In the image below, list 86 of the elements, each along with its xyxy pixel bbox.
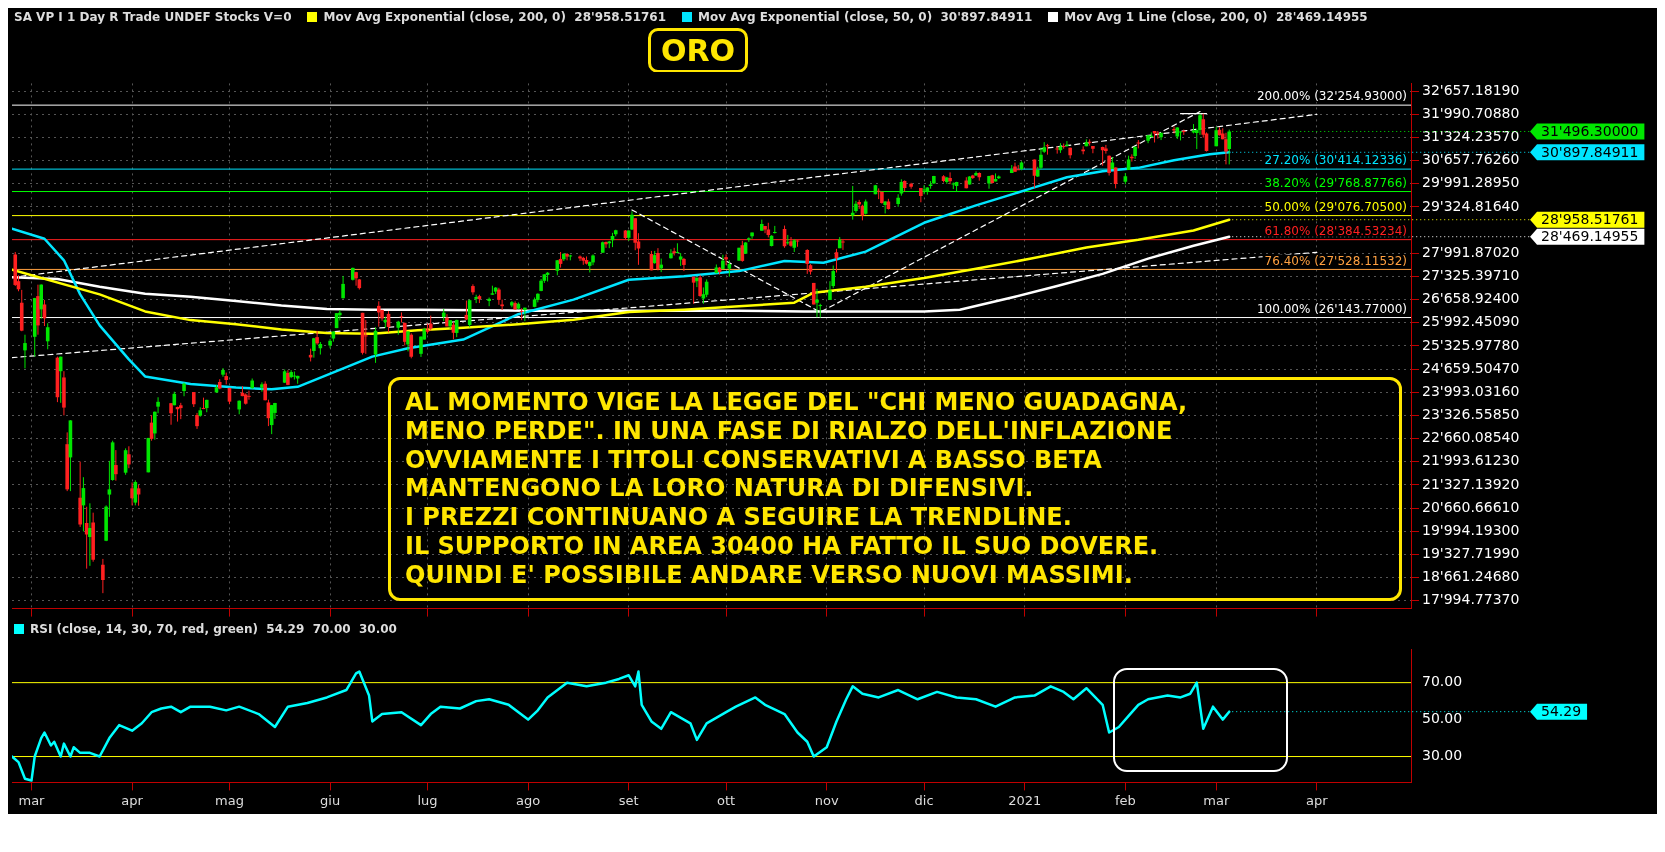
x-tick-label: nov — [814, 792, 839, 808]
candlestick — [247, 390, 251, 401]
candlestick — [471, 283, 475, 296]
x-tick-label: set — [618, 792, 639, 808]
candlestick — [831, 265, 836, 289]
annotation: 54.29 — [1541, 703, 1582, 720]
candlestick — [909, 182, 913, 190]
y-tick-label: 23'326.55850 — [1422, 406, 1520, 423]
candlestick — [23, 334, 27, 369]
candlestick — [578, 254, 582, 262]
y-tick-label: 27'325.39710 — [1422, 267, 1520, 284]
x-tick-label: mar — [18, 792, 46, 808]
candlestick — [409, 332, 414, 359]
annotation: 30'897.84911 — [1541, 143, 1639, 160]
x-tick-label: apr — [1306, 792, 1329, 808]
x-tick-label: giu — [320, 792, 341, 808]
y-tick-label: 23'993.03160 — [1422, 382, 1520, 399]
ref-line-label: 50.00% (29'076.70500) — [1264, 199, 1407, 214]
candlestick — [724, 253, 728, 266]
y-tick-label: 20'660.66610 — [1422, 498, 1520, 515]
annotation: 31'496.30000 — [1541, 123, 1639, 140]
chart-title: ORO — [648, 28, 749, 73]
y-tick-label: 21'993.61230 — [1422, 452, 1520, 469]
candlestick — [682, 257, 686, 272]
candlestick — [815, 288, 819, 318]
candlestick — [750, 232, 754, 240]
y-tick-label: 31'324.23570 — [1422, 128, 1520, 145]
x-tick-label: mar — [1203, 792, 1230, 808]
x-tick-label: feb — [1114, 792, 1136, 808]
y-tick-label: 29'991.28950 — [1422, 174, 1520, 191]
annotation: AL MOMENTO VIGE LA LEGGE DEL "CHI MENO GUADAGNA, MENO PERDE". IN UNA FASE DI RIALZO DELL'INFLAZIONE OVVIAMENTE I TITOLI CONSERVATIVI A BASSO BETA MANTENGONO LA LORO NATURA DI DIFENSIVI. I PREZZI CONTINUANO A SEGUIRE LA TRENDLINE. IL SUPPORTO IN AREA 30400 HA FATTO IL SUO DOVERE. QUINDI E' POSSIBILE ANDARE VERSO NUOVI MASSIMI. — [388, 377, 1402, 601]
candlestick — [406, 330, 410, 352]
y-tick-label: 25'325.97780 — [1422, 336, 1520, 353]
y-tick-label: 70.00 — [1422, 673, 1463, 690]
candlestick — [127, 445, 131, 469]
candlestick — [763, 225, 767, 234]
candlestick — [130, 481, 134, 506]
x-tick-label: apr — [121, 792, 144, 808]
legend-label: RSI (close, 14, 30, 70, red, green) 54.29 70.00 30.00 — [30, 622, 397, 636]
x-tick-label: ott — [717, 792, 736, 808]
y-tick-label: 21'327.13920 — [1422, 475, 1520, 492]
candlestick — [260, 381, 264, 393]
y-tick-label: 22'660.08540 — [1422, 429, 1520, 446]
y-tick-label: 19'994.19300 — [1422, 521, 1520, 538]
candlestick — [1055, 145, 1059, 155]
y-tick-label: 19'327.71990 — [1422, 545, 1520, 562]
annotation: 28'958.51761 — [1541, 211, 1639, 228]
y-tick-label: 32'657.18190 — [1422, 81, 1520, 98]
x-tick-label: lug — [417, 792, 438, 808]
y-tick-label: 24'659.50470 — [1422, 359, 1520, 376]
y-tick-label: 29'324.81640 — [1422, 197, 1520, 214]
legend-label: Mov Avg Exponential (close, 200, 0) 28'958.51761 — [323, 10, 667, 24]
y-tick-label: 50.00 — [1422, 710, 1463, 727]
candlestick — [45, 322, 50, 350]
candlestick — [114, 449, 118, 482]
y-tick-label: 25'992.45090 — [1422, 313, 1520, 330]
candlestick — [101, 558, 105, 594]
candlestick — [1039, 147, 1043, 170]
y-tick-label: 31'990.70880 — [1422, 104, 1520, 121]
x-tick-label: 2021 — [1008, 792, 1042, 808]
annotation: 28'469.14955 — [1541, 228, 1639, 245]
y-tick-label: 27'991.87020 — [1422, 243, 1520, 260]
chart-subtitle: SA VP I 1 Day R Trade UNDEF Stocks V=0 — [14, 10, 292, 24]
y-tick-label: 26'658.92400 — [1422, 290, 1520, 307]
y-tick-label: 30.00 — [1422, 747, 1463, 764]
ref-line-label: 61.80% (28'384.53234) — [1264, 223, 1407, 238]
y-tick-label: 17'994.77370 — [1422, 591, 1520, 608]
ref-line-label: 38.20% (29'768.87766) — [1264, 175, 1407, 190]
candlestick — [896, 193, 900, 208]
candlestick — [169, 402, 173, 426]
x-tick-label: ago — [516, 792, 541, 808]
x-tick-label: dic — [914, 792, 934, 808]
candlestick — [315, 330, 319, 346]
legend-label: Mov Avg Exponential (close, 50, 0) 30'897.84911 — [698, 10, 1033, 24]
candlestick — [341, 275, 345, 300]
y-tick-label: 18'661.24680 — [1422, 568, 1520, 585]
candlestick — [1172, 126, 1176, 134]
candlestick — [354, 271, 358, 287]
y-tick-label: 30'657.76260 — [1422, 151, 1520, 168]
ref-line-label: 27.20% (30'414.12336) — [1264, 153, 1407, 168]
ref-line-label: 76.40% (27'528.11532) — [1264, 253, 1407, 268]
ref-line-label: 100.00% (26'143.77000) — [1256, 301, 1407, 316]
x-tick-label: mag — [215, 792, 244, 808]
ref-line-label: 200.00% (32'254.93000) — [1256, 89, 1407, 104]
legend-label: Mov Avg 1 Line (close, 200, 0) 28'469.14955 — [1064, 10, 1368, 24]
candlestick — [1091, 145, 1095, 154]
